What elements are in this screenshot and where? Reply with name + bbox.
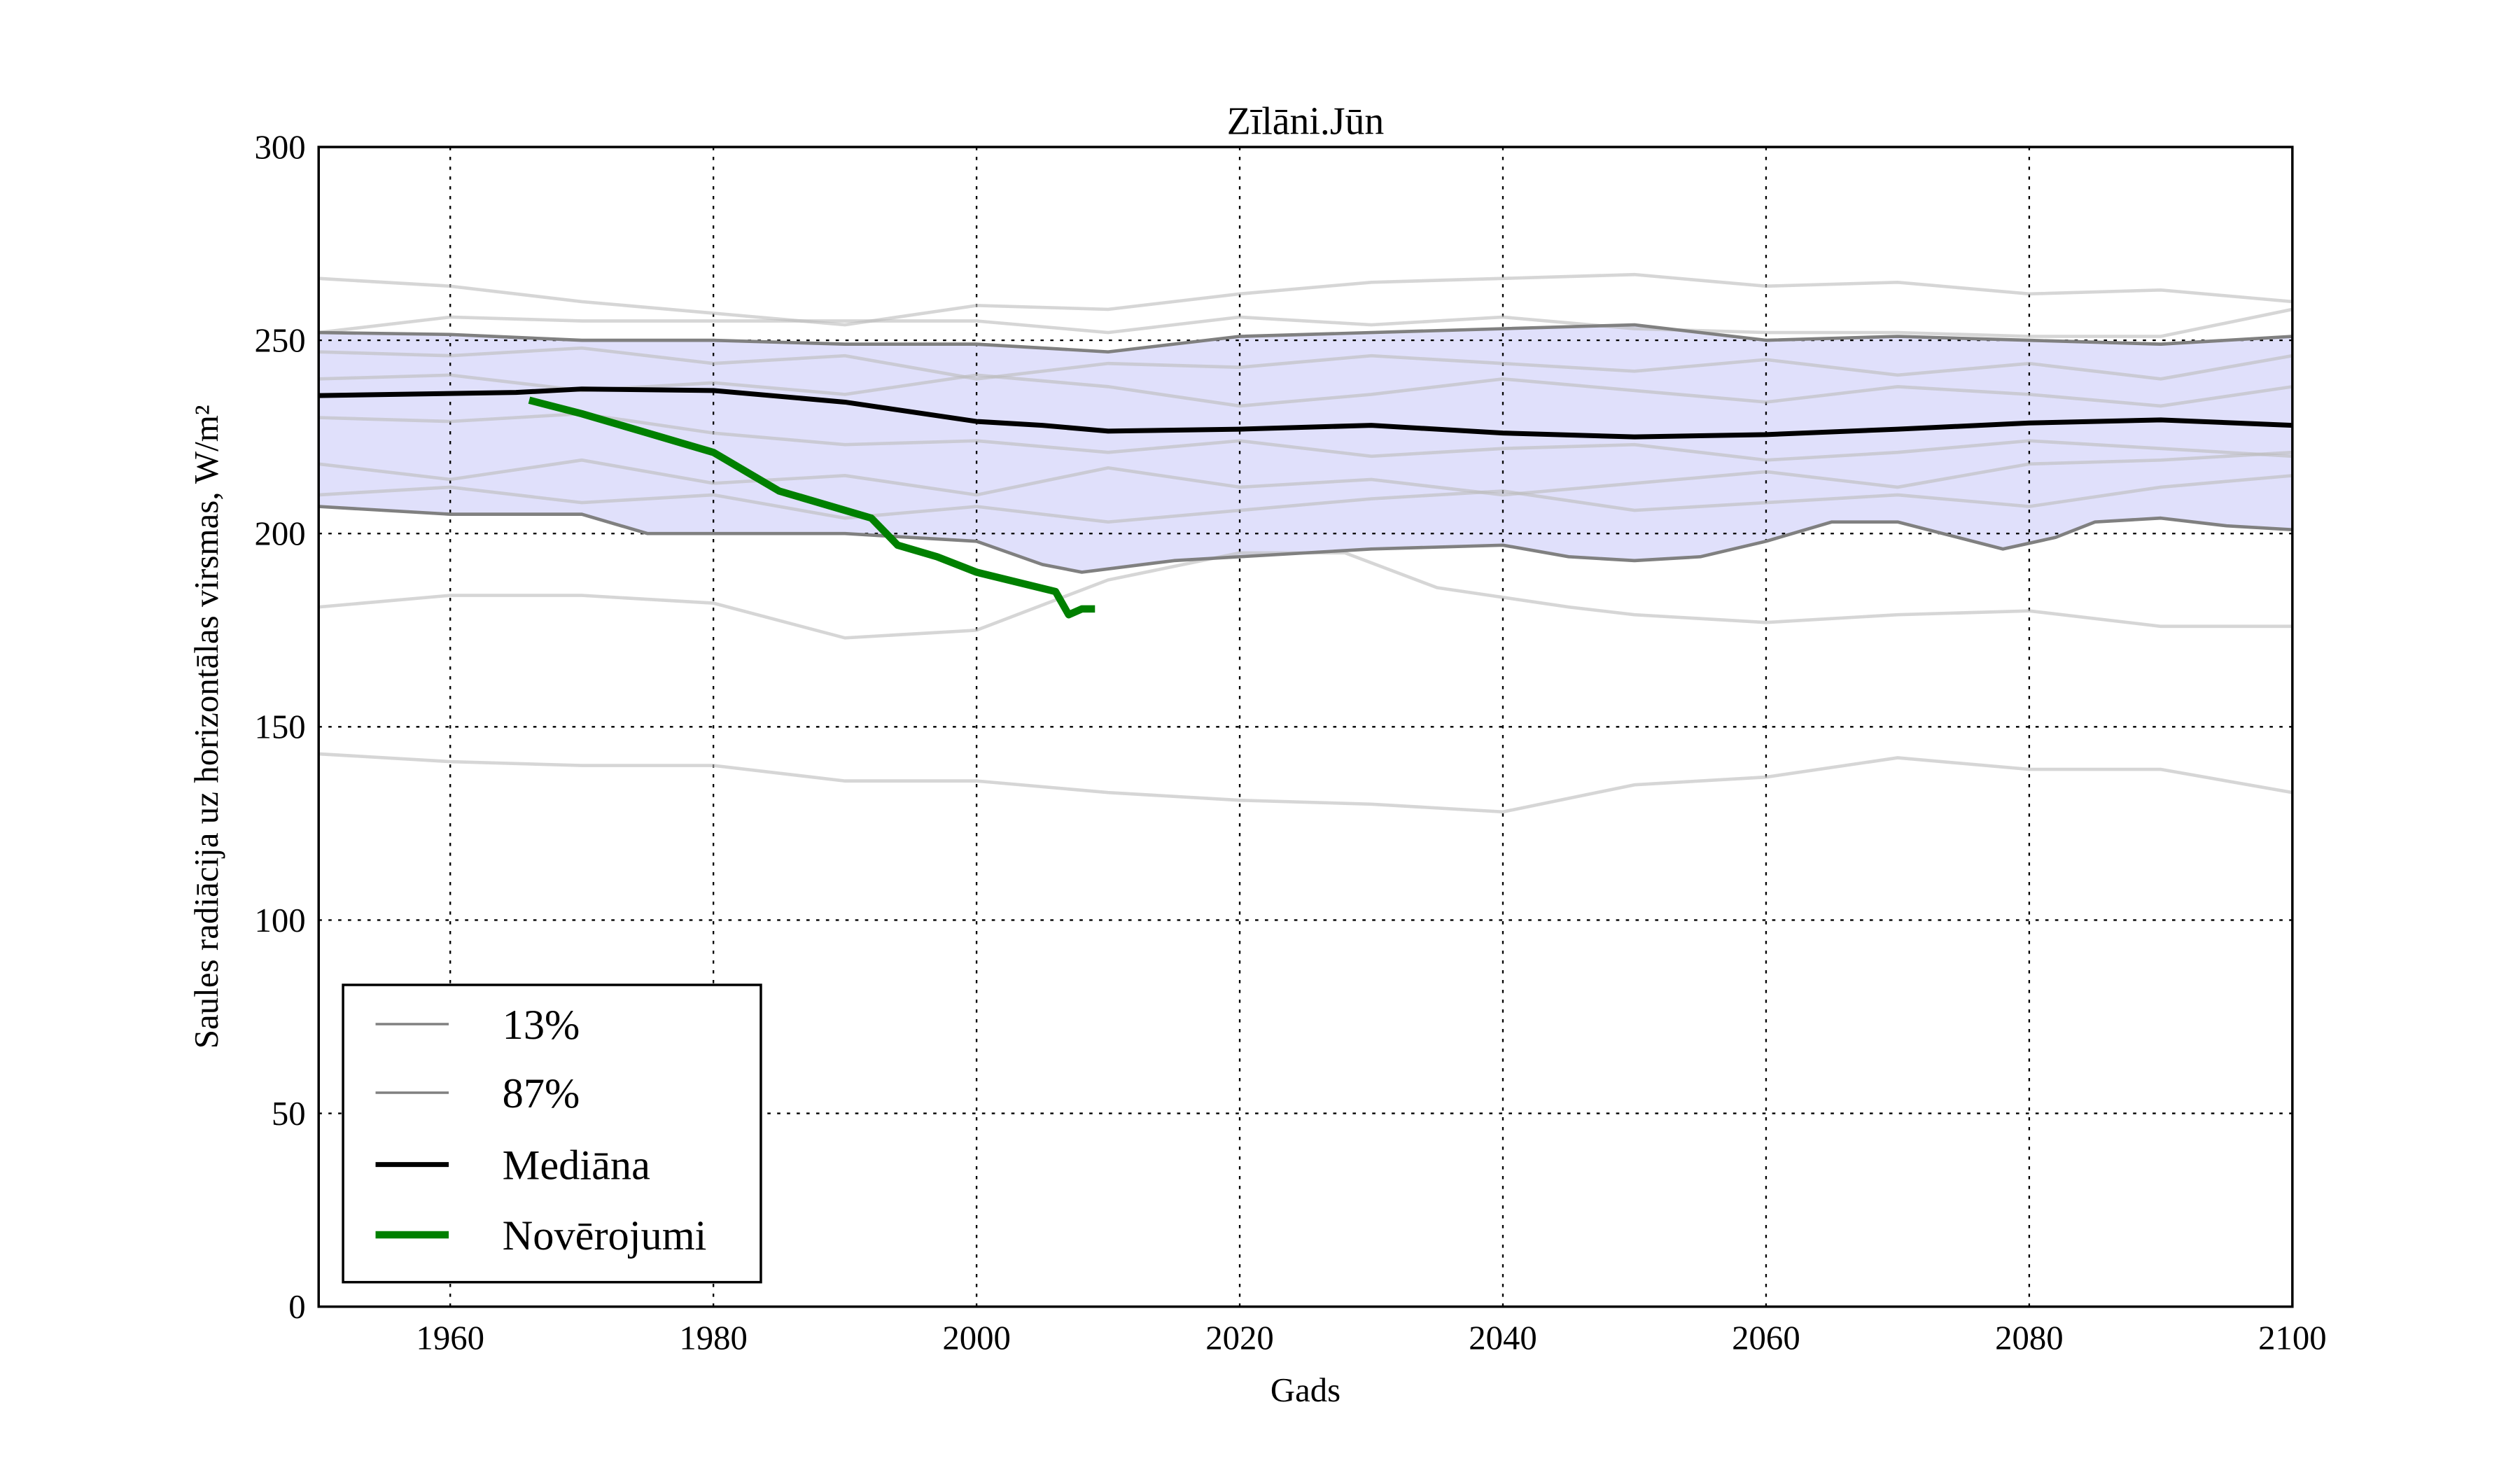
ensemble-line [318, 474, 2293, 524]
x-tick-label: 1980 [679, 1318, 748, 1357]
legend: 13% 87% Mediāna Novērojumi [342, 983, 762, 1284]
y-tick-label: 100 [255, 901, 306, 939]
x-axis-label: Gads [1270, 1371, 1340, 1409]
legend-label-observations: Novērojumi [503, 1212, 707, 1259]
x-tick-label: 2100 [2258, 1318, 2327, 1357]
x-tick-label: 2040 [1469, 1318, 1537, 1357]
y-axis-label: Saules radiācija uz horizontālas virsmas… [187, 405, 225, 1049]
y-tick-label: 50 [272, 1094, 306, 1133]
legend-label-87: 87% [503, 1070, 580, 1117]
y-tick-label: 150 [255, 708, 306, 746]
axis-ticks: 1960 1980 2000 2020 2040 2060 2080 2100 0 50 100 15… [255, 127, 2327, 1357]
ensemble-line [318, 450, 2292, 497]
x-tick-label: 2080 [1995, 1318, 2064, 1357]
x-tick-label: 2060 [1732, 1318, 1800, 1357]
y-tick-label: 200 [255, 514, 306, 552]
ensemble-line [318, 272, 2293, 327]
ensemble-line [318, 346, 2293, 381]
x-tick-label: 2020 [1205, 1318, 1274, 1357]
x-tick-label: 1960 [416, 1318, 484, 1357]
observations-line [528, 396, 1096, 619]
y-tick-label: 0 [288, 1287, 305, 1326]
chart-title: Zīlāni.Jūn [1227, 99, 1385, 143]
ensemble-line [318, 551, 2292, 640]
plot-frame [317, 146, 2294, 1308]
p13-line [318, 505, 2292, 574]
ensemble-line [318, 412, 2292, 462]
ensemble-line [318, 373, 2293, 408]
ensemble-lines [318, 272, 2293, 814]
ensemble-line [318, 307, 2293, 338]
x-tick-label: 2000 [942, 1318, 1011, 1357]
series-lines [318, 323, 2292, 619]
ensemble-line [318, 752, 2293, 814]
y-tick-label: 300 [255, 127, 306, 166]
y-tick-label: 250 [255, 321, 306, 359]
legend-label-13: 13% [503, 1002, 580, 1049]
median-line [318, 386, 2292, 440]
legend-label-median: Mediāna [503, 1142, 650, 1189]
p87-line [318, 323, 2292, 354]
